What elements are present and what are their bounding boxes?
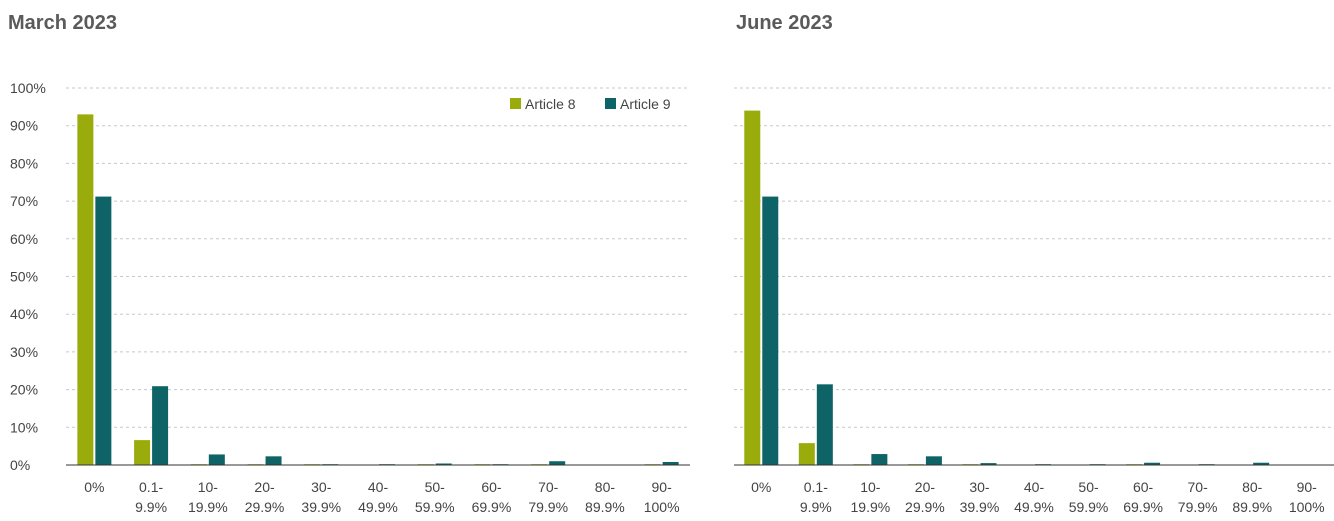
- bar-article-9: [95, 196, 112, 466]
- bar-article-9: [152, 386, 169, 465]
- y-tick-label: 70%: [10, 193, 38, 209]
- bar-chart-june: 0% 0.1-9.9% 10-19.9% 20-29.9% 30-39.9% 40-49.…: [734, 87, 1334, 515]
- bar-article-9: [816, 384, 833, 465]
- bar-article-9: [549, 461, 566, 465]
- x-tick-label: 30-39.9%: [301, 479, 341, 515]
- chart-panel-june: 0% 0.1-9.9% 10-19.9% 20-29.9% 30-39.9% 40-49.…: [700, 0, 1334, 521]
- x-tick-label: 50-59.9%: [1069, 479, 1109, 515]
- x-tick-label: 20-29.9%: [905, 479, 945, 515]
- bar-article-9: [1253, 462, 1270, 465]
- chart-title-march: March 2023: [8, 12, 117, 34]
- x-tick-label: 30-39.9%: [960, 479, 1000, 515]
- x-tick-label: 60-69.9%: [1123, 479, 1163, 515]
- y-tick-label: 50%: [10, 269, 38, 285]
- legend-label: Article 9: [620, 96, 671, 112]
- y-tick-label: 100%: [10, 80, 46, 96]
- x-tick-label: 90-100%: [1289, 479, 1325, 515]
- bar-article-9: [762, 196, 779, 466]
- bar-article-9: [208, 454, 225, 465]
- y-tick-label: 60%: [10, 231, 38, 247]
- x-tick-label: 0%: [751, 479, 771, 495]
- x-tick-label: 0.1-9.9%: [800, 479, 832, 515]
- bar-article-9: [435, 463, 452, 465]
- bar-article-9: [662, 461, 679, 465]
- y-tick-label: 30%: [10, 344, 38, 360]
- bar-article-8: [798, 443, 815, 465]
- x-tick-label: 90-100%: [644, 479, 680, 515]
- x-tick-label: 70-79.9%: [528, 479, 568, 515]
- bar-article-9: [980, 463, 997, 465]
- bar-article-8: [134, 440, 151, 465]
- chart-panel-march: 0% 10% 20% 30% 40% 50% 60% 70% 80% 90% 100% 0% 0.1-9…: [8, 12, 690, 515]
- bar-article-9: [925, 456, 942, 465]
- y-tick-label: 0%: [10, 457, 30, 473]
- legend-label: Article 8: [525, 96, 576, 112]
- bar-article-9: [265, 456, 282, 465]
- x-tick-label: 0.1-9.9%: [135, 479, 167, 515]
- bar-chart-march: 0% 10% 20% 30% 40% 50% 60% 70% 80% 90% 100% 0% 0.1-9…: [10, 80, 690, 515]
- chart-title-june: June 2023: [736, 12, 833, 34]
- bar-article-9: [871, 454, 888, 465]
- y-tick-label: 10%: [10, 419, 38, 435]
- bar-article-8: [744, 110, 761, 466]
- legend-swatch: [510, 98, 521, 109]
- y-tick-label: 40%: [10, 306, 38, 322]
- x-tick-label: 40-49.9%: [1014, 479, 1054, 515]
- x-tick-label: 10-19.9%: [188, 479, 228, 515]
- x-tick-label: 80-89.9%: [585, 479, 625, 515]
- x-tick-label: 60-69.9%: [472, 479, 512, 515]
- x-tick-label: 0%: [84, 479, 104, 495]
- x-tick-label: 10-19.9%: [851, 479, 891, 515]
- x-tick-label: 70-79.9%: [1178, 479, 1218, 515]
- x-tick-label: 20-29.9%: [245, 479, 285, 515]
- y-tick-label: 20%: [10, 382, 38, 398]
- bar-article-8: [77, 114, 94, 465]
- legend-swatch: [605, 98, 616, 109]
- x-tick-label: 50-59.9%: [415, 479, 455, 515]
- bar-article-9: [1144, 462, 1161, 465]
- x-tick-label: 40-49.9%: [358, 479, 398, 515]
- y-tick-label: 80%: [10, 155, 38, 171]
- x-tick-label: 80-89.9%: [1232, 479, 1272, 515]
- y-tick-label: 90%: [10, 118, 38, 134]
